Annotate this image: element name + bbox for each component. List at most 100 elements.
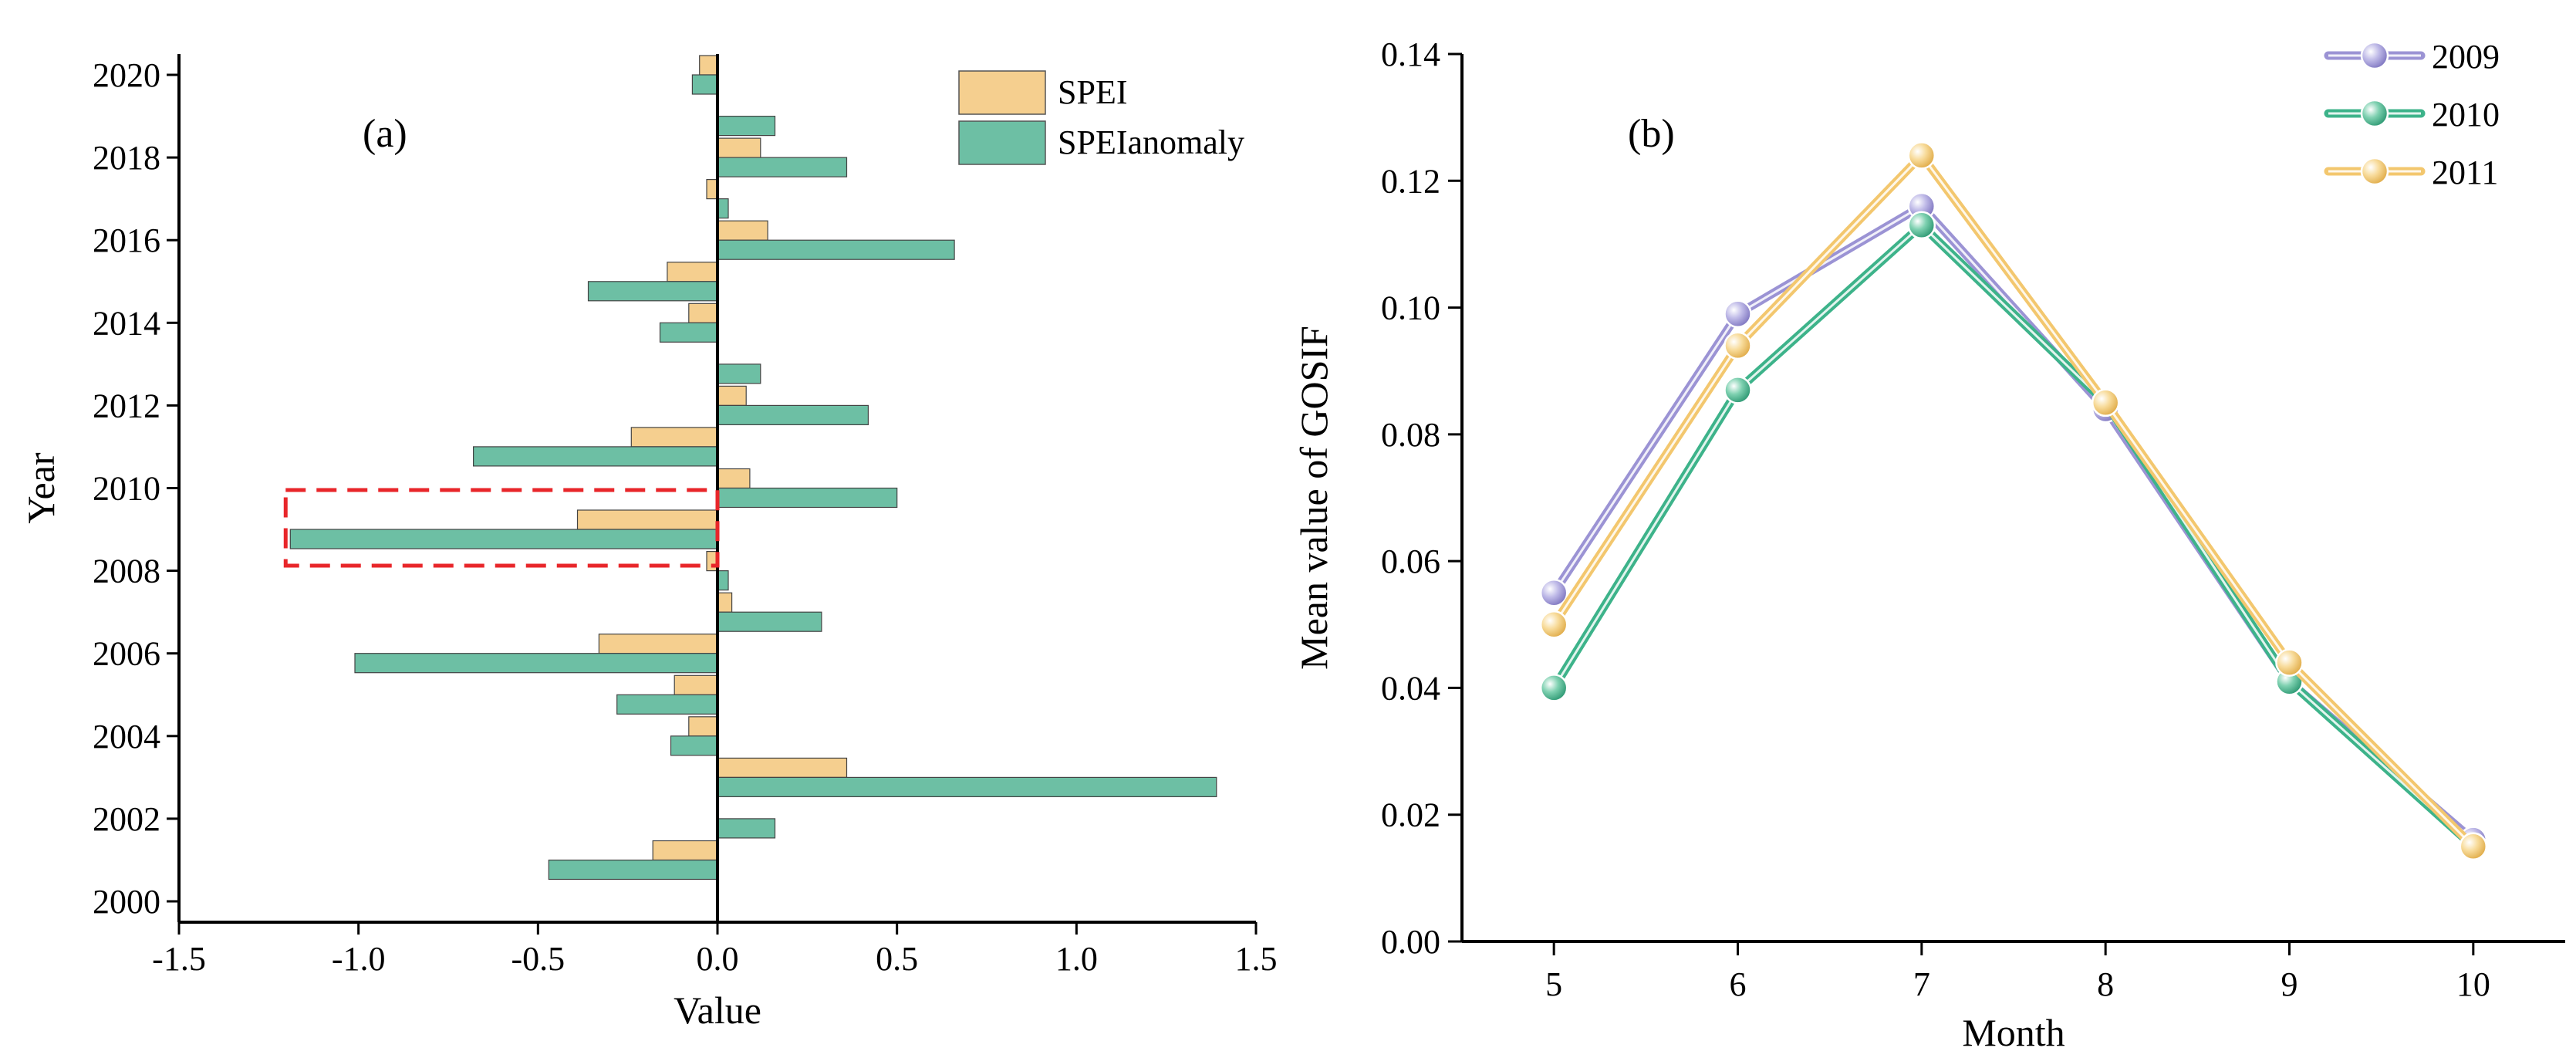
point-2010-month-5: [1539, 674, 1568, 702]
b-y-tick-label: 0.04: [1381, 669, 1440, 707]
a-ticks-layer: -1.5 -1.0 -0.5 0.0 0.5 1.0 1.5 2000 2002 2004 2006…: [93, 56, 1278, 978]
bar-spei-2020: [699, 55, 718, 76]
bar-speianomaly-2006: [354, 653, 718, 674]
a-x-tick-label: 0.0: [697, 940, 739, 978]
a-x-tick-label: 0.5: [876, 940, 918, 978]
bar-spei-2007: [717, 592, 733, 613]
legend-swatch-spei: [958, 70, 1046, 115]
legend-marker-2011: [2360, 157, 2389, 186]
panel-b-line-chart: 0.000.020.040.060.080.100.120.145 6 7 8 9 10 …: [1292, 35, 2565, 1054]
a-legend: SPEI SPEIanomaly: [958, 70, 1244, 165]
legend-symbol-2009: [2324, 41, 2426, 70]
bar-speianomaly-2012: [717, 404, 869, 426]
line-core-2010: [1552, 224, 2474, 847]
b-x-tick-label: 10: [2456, 965, 2490, 1003]
a-y-tick-label: 2012: [93, 387, 160, 424]
b-x-tick-label: 5: [1545, 965, 1562, 1003]
b-lines-layer: [1539, 141, 2488, 861]
bar-speianomaly-2018: [717, 157, 848, 177]
a-y-tick-label: 2020: [93, 56, 160, 94]
b-legend: 2009 2010 2011: [2324, 38, 2500, 191]
line-halo-2010: [1549, 221, 2478, 851]
bar-speianomaly-2002: [717, 818, 776, 839]
point-2010-month-7: [1907, 211, 1936, 240]
legend-label-2011: 2011: [2432, 154, 2498, 191]
a-y-tick-label: 2008: [93, 553, 160, 590]
line-halo-2009: [1549, 201, 2478, 845]
point-2010-month-6: [1724, 376, 1752, 404]
b-y-tick-label: 0.10: [1381, 289, 1440, 327]
panel-a-bar-chart: -1.5 -1.0 -0.5 0.0 0.5 1.0 1.5 2000 2002 2004 2006…: [19, 54, 1278, 1032]
bar-spei-2017: [706, 179, 718, 200]
b-x-tick-label: 7: [1913, 965, 1930, 1003]
bar-spei-2001: [652, 840, 718, 861]
legend-marker-2010: [2360, 99, 2389, 128]
drought-highlight-box: [283, 488, 720, 568]
bar-speianomaly-2003: [717, 776, 1217, 798]
point-2011-month-6: [1724, 331, 1752, 360]
bar-spei-2014: [688, 303, 718, 323]
a-x-tick-label: 1.5: [1235, 940, 1278, 978]
b-y-tick-label: 0.00: [1381, 923, 1440, 961]
b-x-tick-label: 8: [2097, 965, 2114, 1003]
bar-speianomaly-2010: [717, 487, 898, 509]
bar-speianomaly-2009: [289, 529, 718, 549]
a-y-tick-label: 2006: [93, 635, 160, 673]
bar-speianomaly-2016: [717, 239, 955, 260]
line-halo-2011: [1549, 150, 2478, 851]
legend-symbol-2011: [2324, 157, 2426, 186]
panel-a-label: (a): [363, 112, 407, 156]
legend-label-spei: SPEI: [1058, 73, 1127, 111]
bar-speianomaly-2004: [670, 735, 718, 756]
point-2011-month-9: [2275, 648, 2304, 677]
bar-speianomaly-2015: [587, 281, 718, 302]
legend-marker-2009: [2360, 41, 2389, 70]
a-y-tick-label: 2004: [93, 718, 160, 755]
bar-spei-2010: [717, 468, 751, 489]
point-2009-month-6: [1724, 299, 1752, 329]
b-y-axis-label: Mean value of GOSIF: [1292, 326, 1335, 670]
b-y-tick-label: 0.14: [1381, 35, 1440, 73]
b-axes: [1460, 54, 2565, 943]
b-y-tick-label: 0.02: [1381, 796, 1440, 834]
line-core-2009: [1552, 205, 2474, 841]
a-y-tick-label: 2018: [93, 139, 160, 177]
legend-label-2009: 2009: [2432, 38, 2500, 76]
a-y-tick-label: 2010: [93, 470, 160, 508]
bar-speianomaly-2008: [717, 570, 729, 591]
b-y-tick-label: 0.12: [1381, 162, 1440, 200]
a-bars-layer: [289, 55, 1217, 881]
bar-spei-2006: [598, 634, 718, 654]
bar-speianomaly-2011: [472, 446, 718, 467]
bar-speianomaly-2020: [691, 74, 718, 95]
bar-spei-2004: [688, 716, 718, 737]
legend-label-2010: 2010: [2432, 96, 2500, 134]
b-y-tick-label: 0.08: [1381, 416, 1440, 454]
point-2011-month-7: [1907, 141, 1936, 170]
a-y-tick-label: 2000: [93, 883, 160, 921]
bar-spei-2012: [717, 385, 747, 406]
b-x-axis-label: Month: [1962, 1011, 2065, 1054]
bar-speianomaly-2013: [717, 363, 761, 384]
a-y-axis-label: Year: [19, 452, 62, 523]
line-core-2011: [1552, 154, 2474, 847]
bar-speianomaly-2019: [717, 116, 776, 137]
bar-spei-2003: [717, 757, 848, 779]
bar-spei-2018: [717, 137, 761, 158]
a-x-axis-label: Value: [674, 989, 761, 1032]
legend-swatch-speianomaly: [958, 120, 1046, 165]
a-x-tick-label: -1.5: [152, 940, 206, 978]
point-2011-month-8: [2091, 388, 2120, 417]
a-y-tick-label: 2014: [93, 304, 160, 342]
legend-symbol-2010: [2324, 99, 2426, 128]
b-ticks-layer: 0.00 0.02 0.04 0.06 0.08 0.10 0.12 0.14 5 6 7 8 9 10: [1381, 35, 2490, 1003]
a-y-tick-label: 2016: [93, 221, 160, 259]
bar-spei-2015: [667, 262, 718, 282]
legend-label-speianomaly: SPEIanomaly: [1058, 123, 1244, 161]
point-2011-month-10: [2459, 832, 2488, 861]
a-x-tick-label: 1.0: [1055, 940, 1098, 978]
bar-spei-2005: [674, 674, 718, 695]
bar-speianomaly-2007: [717, 611, 822, 632]
a-y-tick-label: 2002: [93, 800, 160, 838]
